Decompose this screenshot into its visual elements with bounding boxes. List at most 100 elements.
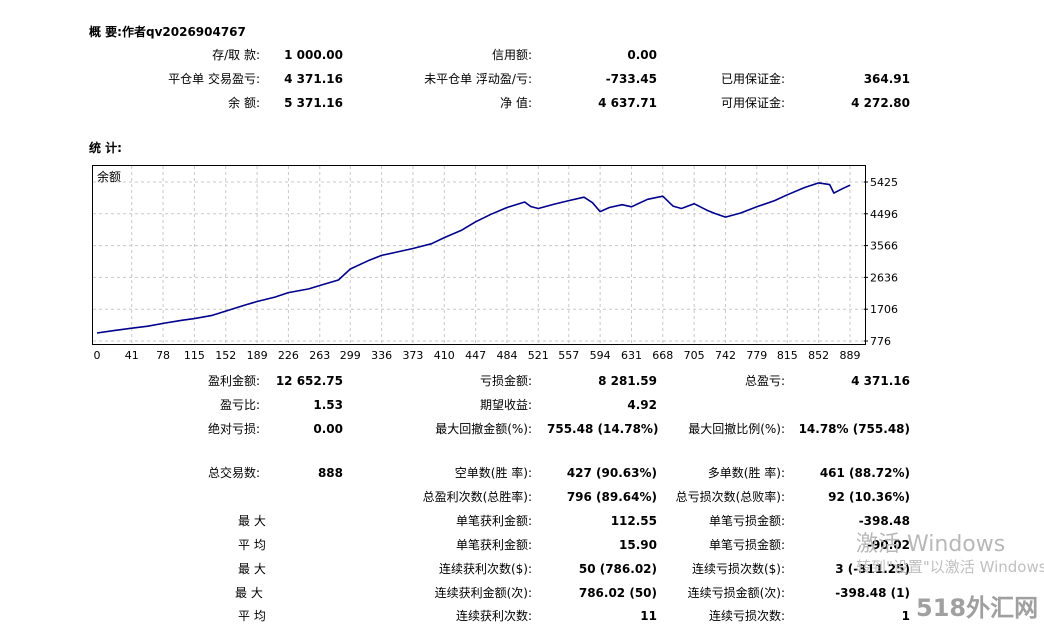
max-consec-profit-value: 786.02 (50) xyxy=(578,586,657,600)
deposit-label: 存/取 款: xyxy=(212,48,260,62)
max-drawdown-label: 最大回撤金额(%): xyxy=(435,422,532,436)
deposit-value: 1 000.00 xyxy=(284,48,343,62)
x-tick-label: 852 xyxy=(808,349,829,362)
profit-factor-label: 盈亏比: xyxy=(219,398,260,412)
profit-factor-value: 1.53 xyxy=(313,398,343,412)
x-tick-label: 373 xyxy=(402,349,423,362)
balance-line xyxy=(96,182,851,334)
max-consec-losses-label: 连续亏损次数($): xyxy=(691,562,785,576)
floating-pl-value: -733.45 xyxy=(605,72,657,86)
activate-windows-watermark: 激活 Windows xyxy=(856,532,1006,557)
max-consec-profit-label: 连续获利金额(次): xyxy=(434,586,532,600)
avg-consec-wins-value: 11 xyxy=(640,609,657,623)
long-label: 多单数(胜 率): xyxy=(707,466,785,480)
gross-profit-value: 12 652.75 xyxy=(275,374,343,388)
rel-drawdown-label: 最大回撤比例(%): xyxy=(688,422,785,436)
loss-trades-label: 总亏损次数(总败率): xyxy=(675,490,785,504)
profit-trades-label: 总盈利次数(总胜率): xyxy=(422,490,532,504)
avg-consec-wins-label: 连续获利次数: xyxy=(455,609,532,623)
max2-label: 最 大 xyxy=(238,562,266,576)
x-tick-label: 815 xyxy=(777,349,798,362)
x-tick-label: 668 xyxy=(652,349,673,362)
gross-profit-label: 盈利金额: xyxy=(207,374,260,388)
free-margin-value: 4 272.80 xyxy=(851,96,910,110)
max-consec-wins-value: 50 (786.02) xyxy=(578,562,657,576)
closed-pl-label: 平仓单 交易盈亏: xyxy=(168,72,260,86)
abs-drawdown-label: 绝对亏损: xyxy=(207,422,260,436)
expected-payoff-value: 4.92 xyxy=(627,398,657,412)
total-net-label: 总盈亏: xyxy=(744,374,785,388)
gross-loss-value: 8 281.59 xyxy=(598,374,657,388)
avg-label: 平 均 xyxy=(238,538,266,552)
max-drawdown-value: 755.48 (14.78%) xyxy=(547,422,659,436)
short-label: 空单数(胜 率): xyxy=(454,466,532,480)
total-trades-label: 总交易数: xyxy=(207,466,260,480)
short-value: 427 (90.63%) xyxy=(566,466,657,480)
x-tick-label: 889 xyxy=(840,349,861,362)
profit-trades-value: 796 (89.64%) xyxy=(566,490,657,504)
x-tick-label: 705 xyxy=(684,349,705,362)
largest-loss-value: -398.48 xyxy=(858,514,910,528)
x-tick-label: 226 xyxy=(278,349,299,362)
y-tick-label: 3566 xyxy=(870,240,898,253)
margin-label: 已用保证金: xyxy=(720,72,785,86)
total-net-value: 4 371.16 xyxy=(851,374,910,388)
x-tick-label: 484 xyxy=(496,349,517,362)
avg-loss-label: 单笔亏损金额: xyxy=(708,538,785,552)
avg-consec-losses-label: 连续亏损次数: xyxy=(708,609,785,623)
x-tick-label: 263 xyxy=(309,349,330,362)
margin-value: 364.91 xyxy=(863,72,910,86)
abs-drawdown-value: 0.00 xyxy=(313,422,343,436)
x-tick-label: 336 xyxy=(371,349,392,362)
x-tick-label: 557 xyxy=(558,349,579,362)
largest-profit-value: 112.55 xyxy=(610,514,657,528)
balance-label: 余 额: xyxy=(228,96,260,110)
x-tick-label: 0 xyxy=(94,349,101,362)
x-tick-label: 742 xyxy=(715,349,736,362)
largest-profit-label: 单笔获利金额: xyxy=(455,514,532,528)
x-tick-label: 115 xyxy=(184,349,205,362)
x-tick-label: 152 xyxy=(215,349,236,362)
y-tick-label: 1706 xyxy=(870,303,898,316)
x-tick-label: 41 xyxy=(125,349,139,362)
long-value: 461 (88.72%) xyxy=(819,466,910,480)
x-tick-label: 447 xyxy=(465,349,486,362)
avg-loss-value: -90.02 xyxy=(867,538,910,552)
balance-chart xyxy=(92,165,866,345)
x-tick-label: 779 xyxy=(746,349,767,362)
max-label: 最 大 xyxy=(238,514,266,528)
expected-payoff-label: 期望收益: xyxy=(479,398,532,412)
y-tick-label: 2636 xyxy=(870,271,898,284)
equity-value: 4 637.71 xyxy=(598,96,657,110)
largest-loss-label: 单笔亏损金额: xyxy=(708,514,785,528)
avg2-label: 平 均 xyxy=(238,609,266,623)
rel-drawdown-value: 14.78% (755.48) xyxy=(798,422,910,436)
balance-value: 5 371.16 xyxy=(284,96,343,110)
activate-windows-hint: 转到"设置"以激活 Windows。 xyxy=(856,558,1044,576)
x-tick-label: 631 xyxy=(621,349,642,362)
free-margin-label: 可用保证金: xyxy=(720,96,785,110)
x-tick-label: 521 xyxy=(528,349,549,362)
avg-profit-label: 单笔获利金额: xyxy=(455,538,532,552)
x-tick-label: 299 xyxy=(340,349,361,362)
floating-pl-label: 未平仓单 浮动盈/亏: xyxy=(424,72,532,86)
x-tick-label: 410 xyxy=(434,349,455,362)
total-trades-value: 888 xyxy=(317,466,343,480)
max-consec-loss-value: -398.48 (1) xyxy=(835,586,910,600)
max-consec-loss-label: 连续亏损金额(次): xyxy=(687,586,785,600)
loss-trades-value: 92 (10.36%) xyxy=(828,490,910,504)
gross-loss-label: 亏损金额: xyxy=(479,374,532,388)
max-consec-losses-value: 3 (-311.25) xyxy=(835,562,910,576)
x-tick-label: 78 xyxy=(156,349,170,362)
credit-value: 0.00 xyxy=(627,48,657,62)
y-tick-label: 5425 xyxy=(870,176,898,189)
site-logo: 518外汇网 xyxy=(916,594,1039,622)
x-tick-label: 594 xyxy=(590,349,611,362)
max3-label: 最 大 xyxy=(235,586,263,600)
x-tick-label: 189 xyxy=(247,349,268,362)
y-tick-label: 4496 xyxy=(870,208,898,221)
equity-label: 净 值: xyxy=(500,96,532,110)
y-tick-label: 776 xyxy=(870,335,891,348)
closed-pl-value: 4 371.16 xyxy=(284,72,343,86)
legend-label: 余额 xyxy=(97,169,121,184)
